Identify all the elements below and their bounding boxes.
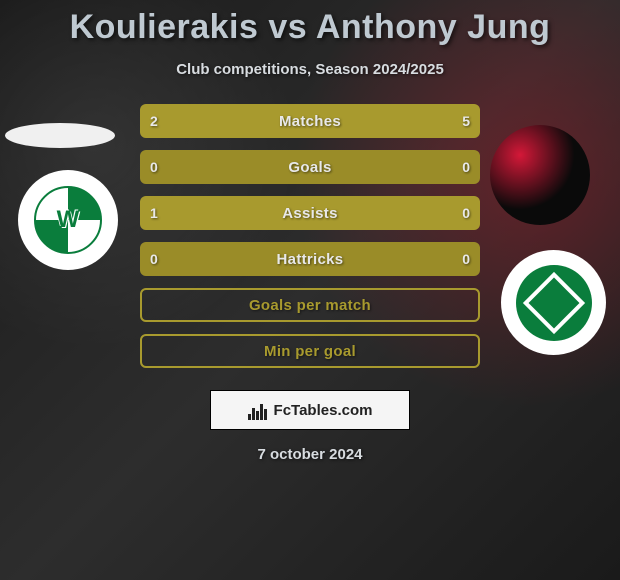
stat-row-goals-per-match: Goals per match — [140, 288, 480, 322]
stat-left-value: 0 — [150, 159, 158, 175]
stat-label: Matches — [279, 113, 341, 130]
stat-label: Min per goal — [264, 343, 356, 360]
stat-right-value: 0 — [462, 205, 470, 221]
stat-label: Hattricks — [277, 251, 344, 268]
stat-label: Goals per match — [249, 297, 371, 314]
stat-right-value: 0 — [462, 159, 470, 175]
stat-right-value: 0 — [462, 251, 470, 267]
branding-text: FcTables.com — [274, 402, 373, 419]
stat-label: Assists — [282, 205, 337, 222]
stat-left-value: 1 — [150, 205, 158, 221]
stat-left-value: 2 — [150, 113, 158, 129]
stat-row-min-per-goal: Min per goal — [140, 334, 480, 368]
subtitle: Club competitions, Season 2024/2025 — [176, 61, 444, 78]
page-title: Koulierakis vs Anthony Jung — [70, 8, 551, 47]
date-label: 7 october 2024 — [257, 446, 362, 463]
stats-list: 2 Matches 5 0 Goals 0 1 Assists 0 0 Hatt… — [0, 104, 620, 368]
comparison-card: Koulierakis vs Anthony Jung Club competi… — [0, 0, 620, 580]
chart-icon — [248, 400, 268, 420]
stat-row-hattricks: 0 Hattricks 0 — [140, 242, 480, 276]
stat-left-value: 0 — [150, 251, 158, 267]
stat-row-matches: 2 Matches 5 — [140, 104, 480, 138]
stat-label: Goals — [288, 159, 331, 176]
stat-row-goals: 0 Goals 0 — [140, 150, 480, 184]
branding-link[interactable]: FcTables.com — [210, 390, 410, 430]
stat-row-assists: 1 Assists 0 — [140, 196, 480, 230]
stat-right-value: 5 — [462, 113, 470, 129]
